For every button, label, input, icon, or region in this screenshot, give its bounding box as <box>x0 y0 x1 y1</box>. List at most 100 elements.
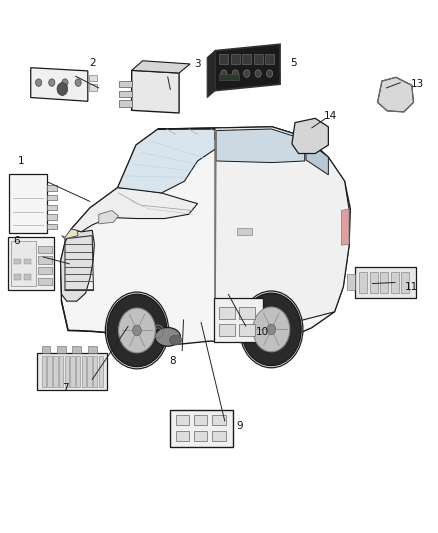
Polygon shape <box>215 129 304 163</box>
Bar <box>47 185 57 191</box>
Bar <box>88 75 96 81</box>
Bar <box>239 307 254 319</box>
Bar <box>212 415 225 425</box>
Polygon shape <box>131 70 179 113</box>
Bar <box>119 100 131 107</box>
Bar <box>47 195 57 200</box>
Circle shape <box>62 79 68 86</box>
Polygon shape <box>71 188 197 232</box>
Bar <box>346 274 354 290</box>
Circle shape <box>266 70 272 77</box>
Text: 10: 10 <box>255 327 268 336</box>
Bar <box>119 91 131 97</box>
Circle shape <box>254 70 261 77</box>
Bar <box>390 272 398 293</box>
Bar <box>47 214 57 220</box>
Ellipse shape <box>155 327 180 346</box>
Bar <box>81 356 86 387</box>
Bar <box>72 346 81 353</box>
Circle shape <box>118 308 155 353</box>
Circle shape <box>232 70 238 77</box>
Circle shape <box>241 293 300 366</box>
Bar <box>239 324 254 336</box>
Text: 13: 13 <box>410 79 423 89</box>
Circle shape <box>132 325 141 336</box>
Bar <box>47 224 57 229</box>
Polygon shape <box>60 127 350 345</box>
Bar <box>379 272 387 293</box>
Bar <box>119 81 131 87</box>
Polygon shape <box>207 51 215 98</box>
Bar <box>53 356 57 387</box>
Circle shape <box>49 79 55 86</box>
Circle shape <box>266 324 275 335</box>
Circle shape <box>252 307 289 352</box>
Polygon shape <box>305 140 328 175</box>
Bar <box>175 431 188 441</box>
Bar <box>170 410 232 447</box>
Bar <box>14 259 21 264</box>
Circle shape <box>35 79 42 86</box>
Bar <box>76 356 80 387</box>
Bar <box>219 324 234 336</box>
Bar <box>59 356 63 387</box>
Bar <box>57 346 66 353</box>
Text: 3: 3 <box>194 59 201 69</box>
Polygon shape <box>31 68 88 101</box>
Bar <box>175 415 188 425</box>
Bar <box>9 174 47 233</box>
Bar <box>88 84 96 91</box>
Bar <box>400 272 408 293</box>
Bar <box>38 278 52 285</box>
Bar <box>369 272 377 293</box>
Text: 6: 6 <box>13 236 20 246</box>
Bar <box>214 298 262 342</box>
Circle shape <box>75 79 81 86</box>
Polygon shape <box>215 127 348 326</box>
Text: 2: 2 <box>88 58 95 68</box>
Polygon shape <box>377 77 413 112</box>
Bar <box>194 415 207 425</box>
Bar <box>354 266 415 298</box>
Bar <box>265 54 273 64</box>
Text: 5: 5 <box>289 58 296 68</box>
Text: 1: 1 <box>18 156 25 166</box>
Text: 11: 11 <box>404 282 417 292</box>
Bar <box>219 74 239 80</box>
Polygon shape <box>158 127 306 140</box>
Bar <box>212 431 225 441</box>
Polygon shape <box>215 44 279 91</box>
Bar <box>230 54 239 64</box>
Circle shape <box>57 83 67 95</box>
Bar <box>11 241 35 286</box>
Polygon shape <box>291 118 328 154</box>
Text: 9: 9 <box>235 422 242 431</box>
Circle shape <box>107 294 166 367</box>
Bar <box>194 431 207 441</box>
Bar <box>47 356 52 387</box>
Bar <box>87 356 92 387</box>
Bar <box>70 356 74 387</box>
Circle shape <box>239 291 302 368</box>
Bar <box>42 356 46 387</box>
Circle shape <box>105 292 168 369</box>
Bar <box>38 267 52 274</box>
Bar <box>88 346 96 353</box>
Polygon shape <box>131 61 190 73</box>
Bar <box>64 356 69 387</box>
Bar <box>358 272 366 293</box>
Bar <box>38 256 52 264</box>
Bar <box>38 246 52 253</box>
Polygon shape <box>61 229 78 239</box>
Bar <box>93 356 97 387</box>
Polygon shape <box>341 209 348 245</box>
Polygon shape <box>60 229 94 301</box>
Bar <box>253 54 262 64</box>
Bar <box>42 346 50 353</box>
Text: 7: 7 <box>61 383 68 393</box>
Polygon shape <box>99 211 118 224</box>
Text: 8: 8 <box>168 357 175 366</box>
Bar <box>8 237 54 290</box>
Bar <box>219 54 228 64</box>
Bar <box>219 307 234 319</box>
